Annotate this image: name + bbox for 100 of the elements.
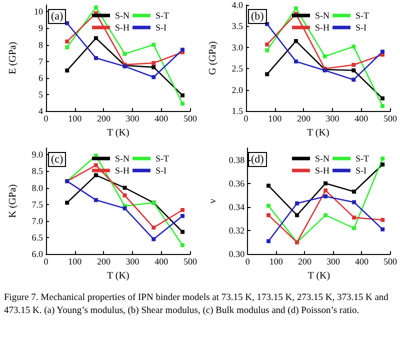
y-tick-label: 1.5 [232, 106, 244, 116]
point [152, 226, 156, 230]
point [122, 186, 127, 190]
y-tick-label: 9 [38, 23, 44, 34]
point [180, 243, 185, 248]
point [265, 72, 270, 76]
x-tick-label: 200 [298, 256, 312, 267]
y-tick-label: 2.0 [232, 84, 244, 95]
point [94, 173, 98, 178]
legend-label: S-I [156, 166, 166, 176]
point [122, 52, 127, 56]
y-axis-title: E (GPa) [8, 42, 18, 74]
point [180, 48, 185, 52]
legend-label: S-H [315, 166, 330, 176]
point [380, 218, 385, 222]
point [324, 181, 328, 186]
x-tick-label: 400 [154, 114, 169, 124]
point [65, 200, 70, 205]
legend-label: S-N [115, 154, 130, 164]
y-tick-label: 0.32 [228, 226, 245, 236]
y-axis-title: K (GPa) [8, 184, 18, 218]
point [94, 198, 98, 202]
point [352, 62, 356, 67]
point [65, 39, 70, 44]
point [324, 194, 328, 198]
x-tick-label: 200 [296, 114, 311, 124]
point [265, 42, 270, 46]
point [180, 208, 185, 212]
x-axis-title: T (K) [308, 270, 330, 282]
point [265, 48, 270, 52]
legend-label: S-T [356, 10, 370, 20]
point [94, 56, 98, 60]
x-tick-label: 400 [154, 256, 169, 267]
x-tick-label: 0 [44, 256, 49, 267]
legend-label: S-I [356, 22, 366, 32]
x-tick-label: 0 [245, 256, 250, 267]
y-tick-label: 3.5 [232, 21, 244, 32]
y-tick-label: 10 [34, 6, 44, 17]
x-tick-label: 300 [126, 256, 140, 267]
y-tick-label: 0.30 [228, 249, 246, 260]
y-tick-label: 8 [38, 40, 44, 50]
point [352, 68, 356, 72]
y-tick-label: 0.34 [228, 202, 246, 212]
annotation: (b) [251, 10, 264, 22]
point [152, 237, 156, 242]
point [380, 50, 385, 54]
x-tick-label: 100 [268, 114, 282, 124]
point [266, 184, 271, 188]
y-tick-label: 5 [38, 90, 44, 100]
x-axis-title: T (K) [106, 128, 130, 138]
point [352, 78, 356, 82]
legend-label: S-T [156, 10, 170, 20]
y-tick-label: 7 [38, 56, 44, 66]
legend-label: S-H [115, 166, 130, 176]
point [352, 216, 356, 220]
point [294, 6, 298, 10]
y-tick-label: 6 [38, 72, 44, 83]
x-tick-label: 300 [126, 114, 140, 124]
point [152, 42, 156, 47]
y-tick-label: 6.0 [32, 249, 44, 260]
point [380, 96, 385, 100]
x-tick-label: 0 [244, 114, 249, 124]
x-tick-label: 500 [384, 114, 398, 124]
y-tick-label: 6.5 [32, 232, 44, 243]
y-axis-title: ν [208, 198, 218, 204]
y-tick-label: 8.5 [32, 166, 44, 176]
x-axis-title: T (K) [306, 128, 330, 138]
annotation: (a) [51, 10, 64, 22]
x-tick-label: 100 [68, 256, 82, 267]
point [294, 59, 298, 64]
legend-label: S-N [115, 10, 130, 20]
point [324, 188, 328, 192]
y-tick-label: 0.36 [228, 178, 246, 188]
point [295, 213, 300, 218]
y-tick-label: 9.0 [32, 150, 44, 160]
point [266, 239, 271, 244]
point [380, 156, 385, 161]
point [352, 44, 356, 49]
point [324, 213, 328, 218]
x-tick-label: 300 [326, 256, 340, 267]
point [94, 36, 98, 40]
y-tick-label: 8.0 [32, 182, 44, 193]
point [65, 45, 70, 50]
y-axis-title: G (GPa) [208, 41, 218, 75]
point [380, 104, 385, 108]
annotation: (c) [51, 154, 64, 166]
legend-label: S-H [115, 22, 130, 32]
y-tick-label: 0.38 [228, 154, 246, 165]
point [380, 162, 385, 167]
legend-label: S-H [315, 22, 330, 32]
legend-label: S-I [156, 22, 166, 32]
x-tick-label: 400 [354, 256, 369, 267]
point [180, 214, 185, 218]
point [152, 75, 156, 80]
point [152, 65, 156, 70]
caption: Figure 7. Mechanical properties of IPN binder models at 73.15 K, 173.15 K, 273.15 K, 373.15 K and 473.15 K. (a) Young’s modulus, (b) Shear modulus, (c) Bulk modulus and (d) Poisson’s ratio. [4, 292, 390, 318]
y-tick-label: 7.0 [32, 216, 44, 226]
legend-label: S-N [315, 10, 330, 20]
point [352, 190, 356, 194]
legend-label: S-N [315, 154, 330, 164]
